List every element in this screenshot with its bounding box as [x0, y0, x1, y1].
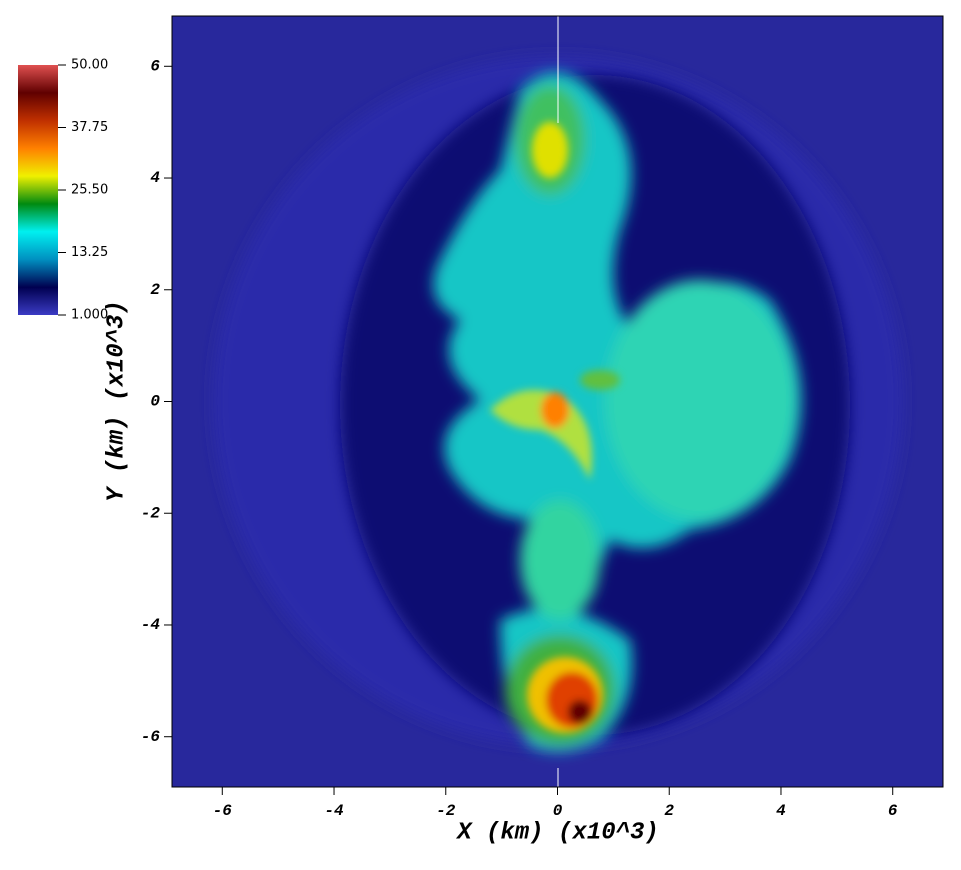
colorbar-tick-label: 13.25 [71, 245, 108, 260]
y-axis-label: Y (km) (x10^3) [103, 300, 130, 502]
y-tick-label: 6 [150, 58, 160, 76]
x-axis-label: X (km) (x10^3) [455, 819, 659, 846]
y-tick-label: -2 [141, 504, 161, 522]
x-tick-label: 0 [553, 802, 563, 820]
x-tick-label: 6 [888, 802, 898, 820]
colorbar-tick-label: 37.75 [71, 120, 108, 135]
x-tick-label: -4 [324, 802, 344, 820]
y-tick-label: 2 [150, 281, 160, 299]
y-tick-label: 4 [150, 169, 160, 187]
y-tick-label: -4 [141, 616, 161, 634]
field-image [172, 16, 943, 787]
y-tick-label: -6 [141, 728, 161, 746]
colorbar-tick-label: 25.50 [71, 183, 108, 198]
colorbar-tick-label: 1.000 [71, 308, 108, 323]
x-tick-label: 4 [776, 802, 786, 820]
colorbar [18, 65, 58, 315]
x-tick-label: 2 [664, 802, 674, 820]
x-tick-label: -6 [213, 802, 233, 820]
colorbar-tick-label: 50.00 [71, 58, 108, 73]
x-tick-label: -2 [436, 802, 456, 820]
y-tick-label: 0 [150, 393, 160, 411]
